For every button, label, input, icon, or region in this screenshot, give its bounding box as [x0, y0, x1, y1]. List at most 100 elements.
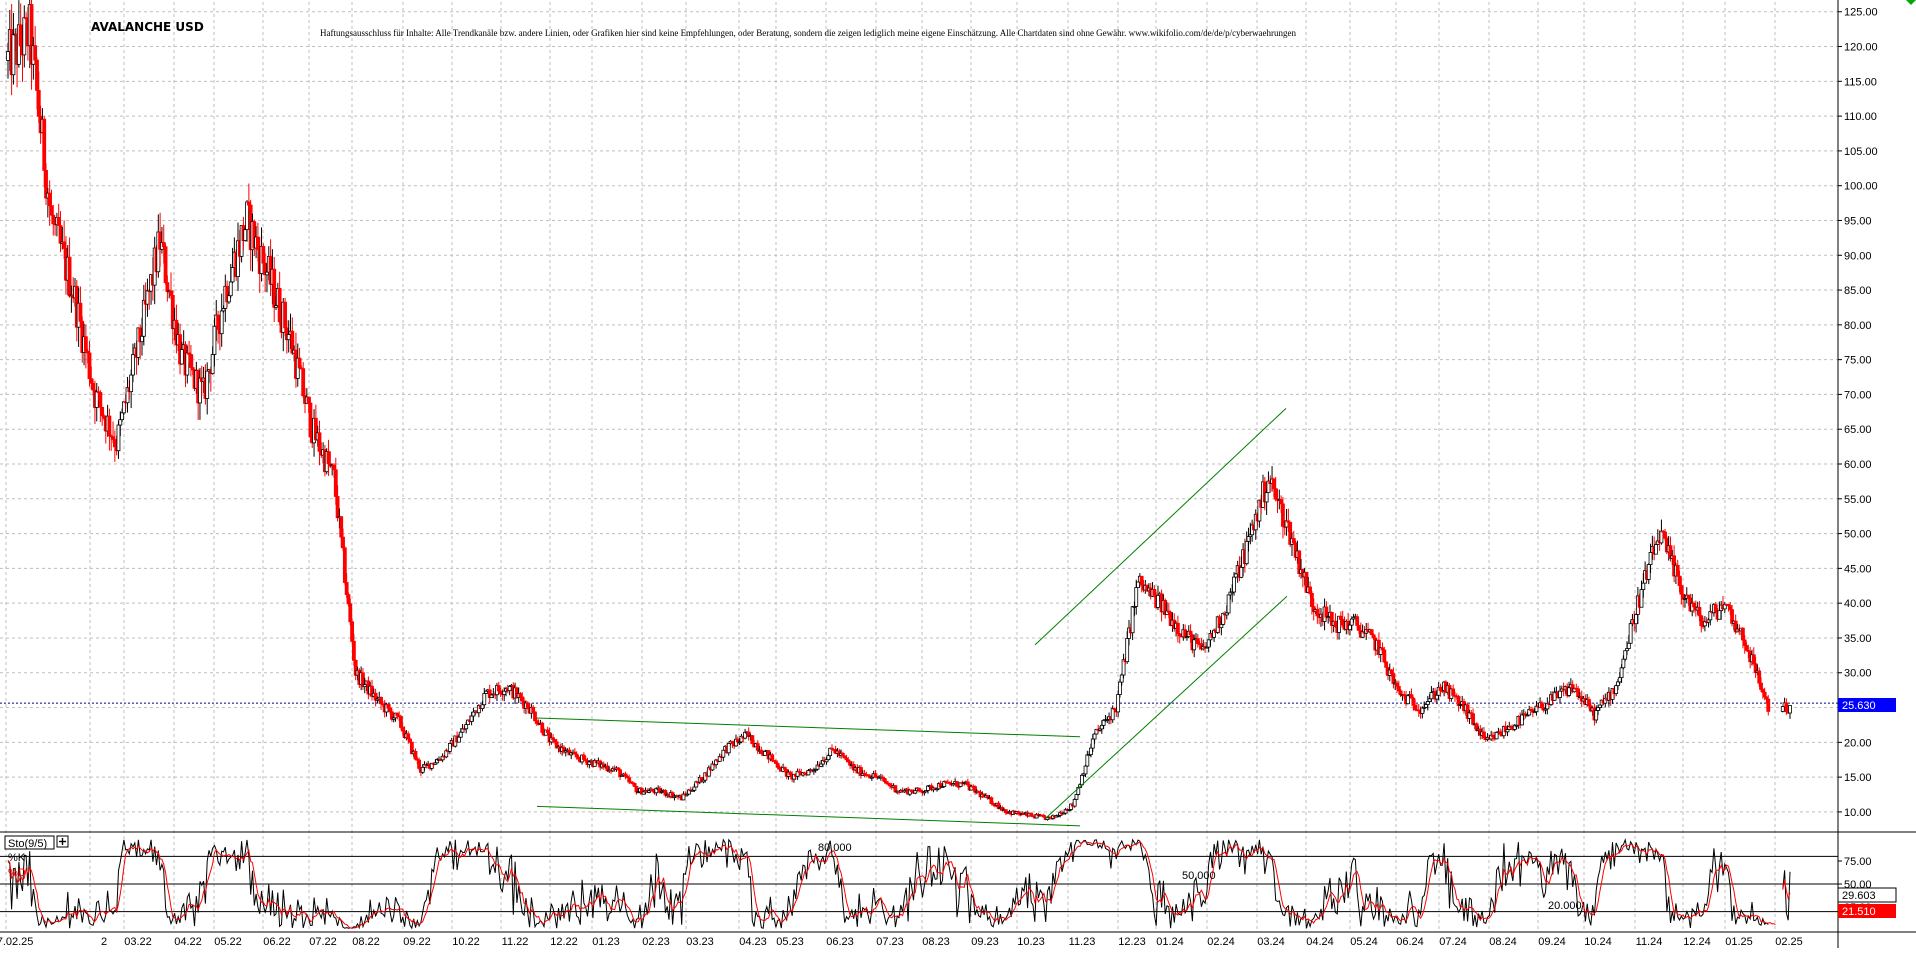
- candle-body: [1092, 733, 1097, 740]
- candle-body: [1654, 544, 1658, 555]
- candle-body: [882, 778, 887, 782]
- candle-body: [1751, 654, 1756, 665]
- candle-body: [1291, 538, 1296, 544]
- y-tick-label: 55.00: [1844, 494, 1872, 506]
- candle-body: [775, 763, 780, 768]
- candle-body: [1760, 689, 1765, 693]
- candle-body: [1594, 710, 1599, 721]
- candle-body: [759, 749, 764, 754]
- candle-body: [1679, 585, 1684, 595]
- candle-body: [1369, 629, 1374, 636]
- y-tick-label: 70.00: [1844, 389, 1872, 401]
- x-tick-label: 07.24: [1439, 936, 1467, 948]
- candle-body: [1139, 575, 1144, 586]
- y-tick-label: 100.00: [1844, 181, 1878, 193]
- candle-body: [1074, 794, 1079, 800]
- candle-body: [1757, 670, 1762, 684]
- candle: [955, 781, 959, 787]
- candle-body: [406, 733, 411, 740]
- x-tick-label: 11.24: [1636, 936, 1663, 948]
- candle-body: [826, 755, 831, 761]
- candle-body: [350, 621, 354, 642]
- x-tick-label: 09.23: [971, 936, 999, 948]
- candle-body: [1628, 623, 1633, 644]
- x-tick-label: 06.22: [263, 936, 291, 948]
- candle-body: [1659, 530, 1664, 544]
- x-tick-label: 04.22: [174, 936, 202, 948]
- candle-body: [256, 236, 260, 250]
- candle: [1226, 594, 1231, 615]
- candle-body: [1616, 681, 1620, 687]
- x-tick-label: 10.22: [452, 936, 480, 948]
- candle-body: [94, 391, 99, 408]
- candle-body: [413, 750, 418, 760]
- x-tick-label: 03.23: [686, 936, 714, 948]
- candle-body: [297, 357, 302, 369]
- candle-body: [36, 89, 41, 117]
- candle-body: [189, 354, 193, 368]
- candle-body: [51, 214, 56, 225]
- candle-body: [1471, 713, 1475, 725]
- candle-body: [62, 241, 67, 249]
- indicator-name-button[interactable]: Sto(9/5): [4, 835, 55, 850]
- candle-body: [1244, 540, 1249, 565]
- trendline: [536, 717, 1081, 738]
- x-tick-label: 06.24: [1396, 936, 1424, 948]
- candle-body: [100, 406, 105, 417]
- candle-body: [520, 696, 525, 702]
- candle-body: [692, 786, 697, 791]
- stoch-level-20-label: 20.000: [1548, 900, 1582, 912]
- candle-body: [1315, 609, 1320, 617]
- candle-body: [210, 354, 215, 374]
- y-tick-label: 65.00: [1844, 424, 1872, 436]
- candle-body: [420, 766, 425, 773]
- candle-body: [1175, 622, 1180, 635]
- candle-body: [56, 217, 61, 226]
- candle-body: [1271, 478, 1276, 489]
- candle: [1369, 629, 1374, 636]
- candle-body: [219, 310, 224, 335]
- last-price-value: 25.630: [1842, 700, 1876, 712]
- candle-body: [1382, 649, 1387, 663]
- x-tick-label: 02.24: [1207, 936, 1235, 948]
- x-tick-label: 09.24: [1538, 936, 1566, 948]
- candle-body: [67, 256, 72, 297]
- candle-body: [1429, 691, 1434, 700]
- candle-body: [1494, 731, 1499, 740]
- trendline: [1034, 407, 1287, 646]
- candle-body: [533, 711, 537, 722]
- candle-body: [1713, 604, 1718, 613]
- candle-body: [1520, 714, 1524, 726]
- candle-body: [1384, 661, 1389, 668]
- y-tick-label: 50.00: [1844, 529, 1872, 541]
- candle-body: [386, 703, 391, 709]
- candle-body: [471, 711, 476, 717]
- x-tick-label: 07.23: [876, 936, 904, 948]
- y-tick-label: 120.00: [1844, 42, 1878, 54]
- y-tick-label: 15.00: [1844, 772, 1872, 784]
- candle-body: [1308, 586, 1312, 594]
- candle-body: [129, 374, 134, 393]
- x-tick-label: 12.23: [1118, 936, 1146, 948]
- x-tick-label: 11.23: [1069, 936, 1096, 948]
- expand-icon[interactable]: [56, 835, 69, 848]
- candle-body: [627, 777, 632, 783]
- y-tick-label: 95.00: [1844, 215, 1872, 227]
- candle-body: [400, 727, 405, 732]
- candle-body: [230, 267, 235, 283]
- stoch-y-tick-label: 75.00: [1844, 856, 1872, 868]
- candle-body: [1206, 639, 1211, 648]
- candle-body: [388, 707, 393, 713]
- candle-body: [1619, 667, 1624, 679]
- candle-body: [277, 287, 282, 323]
- candle-body: [1090, 738, 1095, 749]
- candle-body: [1677, 575, 1682, 586]
- candle-body: [326, 451, 331, 465]
- candle-body: [332, 464, 336, 471]
- candle-body: [1118, 681, 1122, 695]
- candle: [1136, 581, 1140, 588]
- indicator-name: Sto(9/5): [8, 838, 47, 850]
